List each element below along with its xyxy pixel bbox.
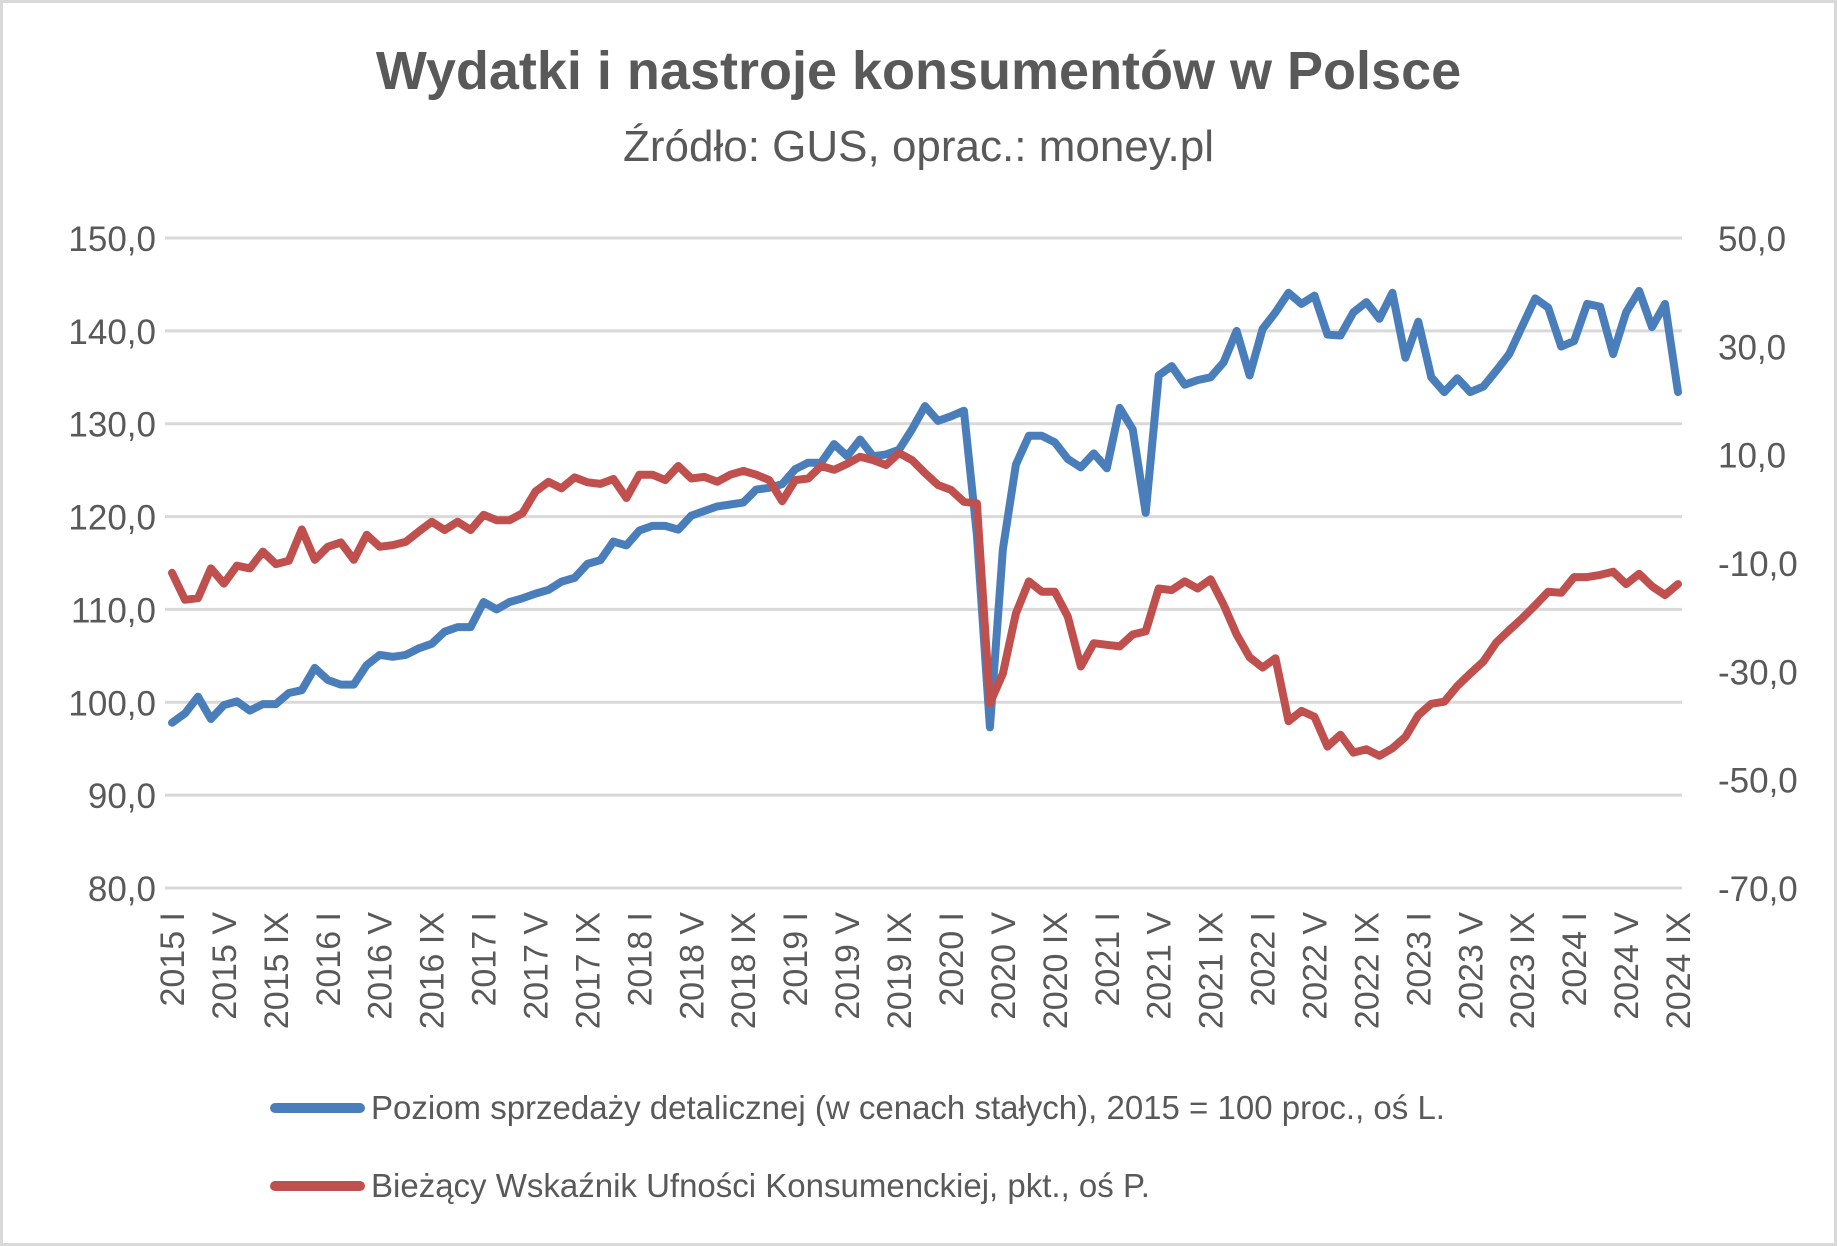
x-tick-label: 2023 I	[1400, 912, 1438, 1007]
x-tick-label: 2021 IX	[1193, 912, 1231, 1029]
y-right-tick-label: -50,0	[1718, 762, 1798, 801]
chart-subtitle: Źródło: GUS, oprac.: money.pl	[623, 122, 1214, 171]
y-left-tick-label: 140,0	[68, 313, 156, 352]
x-tick-label: 2016 V	[362, 912, 400, 1020]
y-left-tick-label: 110,0	[71, 591, 156, 630]
x-tick-label: 2020 I	[933, 912, 971, 1007]
x-tick-label: 2021 V	[1141, 912, 1179, 1020]
x-tick-label: 2016 I	[310, 912, 348, 1007]
y-right-tick-label: 30,0	[1718, 328, 1786, 367]
y-left-tick-label: 90,0	[88, 777, 156, 816]
y-right-tick-label: 50,0	[1718, 220, 1786, 259]
y-right-tick-label: -10,0	[1718, 545, 1798, 584]
y-right-tick-label: 10,0	[1718, 437, 1786, 476]
x-tick-label: 2023 IX	[1504, 912, 1542, 1029]
legend-swatch-blue-line-icon	[270, 1103, 365, 1113]
x-tick-label: 2022 V	[1296, 912, 1334, 1020]
x-tick-label: 2024 IX	[1660, 912, 1698, 1029]
consumer-confidence-line	[168, 449, 1682, 760]
x-tick-label: 2017 I	[466, 912, 504, 1007]
x-tick-label: 2015 V	[206, 912, 244, 1020]
x-tick-label: 2018 IX	[725, 912, 763, 1029]
legend-item-consumer-confidence: Bieżący Wskaźnik Ufności Konsumenckiej, …	[270, 1158, 1770, 1214]
chart-frame	[3, 3, 1834, 1243]
x-tick-label: 2020 IX	[1037, 912, 1075, 1029]
x-tick-label: 2016 IX	[414, 912, 452, 1029]
x-tick-label: 2018 V	[673, 912, 711, 1020]
y-left-tick-label: 100,0	[68, 684, 156, 723]
y-left-tick-label: 150,0	[68, 220, 156, 259]
y-right-tick-label: -30,0	[1718, 653, 1798, 692]
x-tick-label: 2022 I	[1245, 912, 1283, 1007]
y-left-tick-label: 130,0	[68, 406, 156, 445]
retail-sales-line	[168, 286, 1682, 732]
x-tick-label: 2023 V	[1452, 912, 1490, 1020]
x-tick-label: 2019 I	[777, 912, 815, 1007]
x-tick-label: 2015 I	[154, 912, 192, 1007]
legend: Poziom sprzedaży detalicznej (w cenach s…	[270, 1080, 1770, 1236]
x-tick-label: 2022 IX	[1348, 912, 1386, 1029]
x-tick-label: 2017 V	[518, 912, 556, 1020]
y-left-tick-label: 120,0	[68, 499, 156, 538]
x-tick-label: 2019 V	[829, 912, 867, 1020]
chart-title: Wydatki i nastroje konsumentów w Polsce	[375, 41, 1462, 101]
x-tick-label: 2024 I	[1556, 912, 1594, 1007]
legend-swatch-red-line-icon	[270, 1181, 365, 1191]
x-tick-label: 2020 V	[985, 912, 1023, 1020]
legend-item-retail-sales: Poziom sprzedaży detalicznej (w cenach s…	[270, 1080, 1770, 1136]
x-tick-label: 2024 V	[1608, 912, 1646, 1020]
y-left-tick-label: 80,0	[88, 870, 156, 909]
y-right-tick-label: -70,0	[1718, 870, 1798, 909]
legend-label: Poziom sprzedaży detalicznej (w cenach s…	[371, 1089, 1445, 1126]
x-tick-label: 2019 IX	[881, 912, 919, 1029]
x-tick-label: 2017 IX	[569, 912, 607, 1029]
x-tick-label: 2021 I	[1089, 912, 1127, 1007]
legend-label: Bieżący Wskaźnik Ufności Konsumenckiej, …	[371, 1167, 1150, 1204]
x-tick-label: 2015 IX	[258, 912, 296, 1029]
x-tick-label: 2018 I	[621, 912, 659, 1007]
